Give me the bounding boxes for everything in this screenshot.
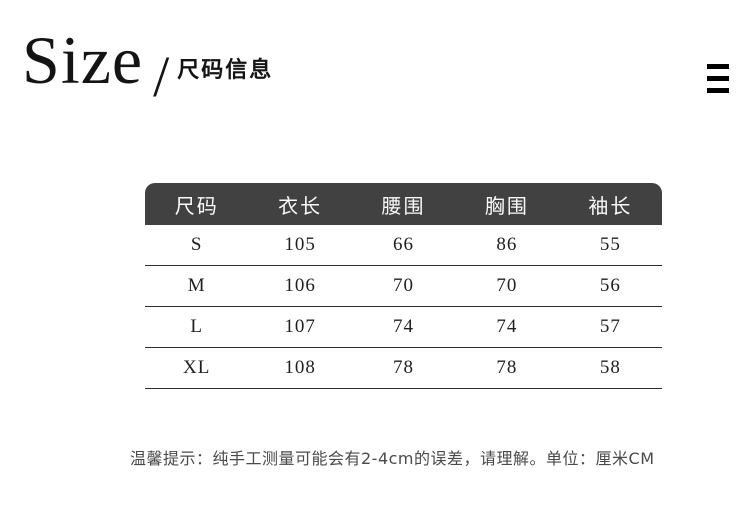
header-cell-waist: 腰围 — [381, 195, 426, 218]
table-cell: 86 — [496, 234, 518, 255]
table-cell: M — [187, 275, 206, 296]
size-table: 尺码 衣长 腰围 胸围 袖长 S 105 66 86 55 M 106 70 7… — [145, 183, 662, 389]
menu-bar-top — [707, 64, 729, 69]
header-cell-sleeve: 袖长 — [588, 195, 633, 218]
table-cell: 74 — [393, 316, 415, 337]
title-english: Size — [22, 22, 144, 98]
table-cell: 106 — [284, 275, 316, 296]
measurement-note: 温馨提示：纯手工测量可能会有2-4cm的误差，请理解。单位：厘米CM — [130, 449, 655, 468]
table-cell: 70 — [393, 275, 415, 296]
table-cell: 108 — [284, 357, 316, 378]
hamburger-menu-icon[interactable] — [707, 64, 729, 93]
table-cell: 55 — [599, 234, 621, 255]
menu-bar-middle — [707, 76, 729, 81]
table-cell: 56 — [599, 275, 621, 296]
table-cell: 78 — [496, 357, 518, 378]
page-title: Size / 尺码信息 — [22, 22, 274, 106]
table-cell: 70 — [496, 275, 518, 296]
table-cell: 78 — [393, 357, 415, 378]
table-cell: S — [190, 234, 203, 255]
table-row-s: S 105 66 86 55 — [145, 225, 662, 266]
table-row-xl: XL 108 78 78 58 — [145, 348, 662, 389]
table-cell: L — [190, 316, 203, 337]
title-slash-divider: / — [153, 44, 170, 110]
table-cell: XL — [183, 357, 211, 378]
table-cell: 74 — [496, 316, 518, 337]
table-row-l: L 107 74 74 57 — [145, 307, 662, 348]
header-cell-bust: 胸围 — [484, 195, 529, 218]
header-cell-length: 衣长 — [278, 195, 323, 218]
menu-bar-bottom — [707, 88, 729, 93]
title-chinese: 尺码信息 — [177, 58, 274, 84]
table-cell: 58 — [599, 357, 621, 378]
table-cell: 105 — [284, 234, 316, 255]
table-cell: 107 — [284, 316, 316, 337]
table-row-m: M 106 70 70 56 — [145, 266, 662, 307]
size-table-header-row: 尺码 衣长 腰围 胸围 袖长 — [145, 183, 662, 225]
header-cell-size: 尺码 — [174, 195, 219, 218]
table-cell: 66 — [393, 234, 415, 255]
table-cell: 57 — [599, 316, 621, 337]
